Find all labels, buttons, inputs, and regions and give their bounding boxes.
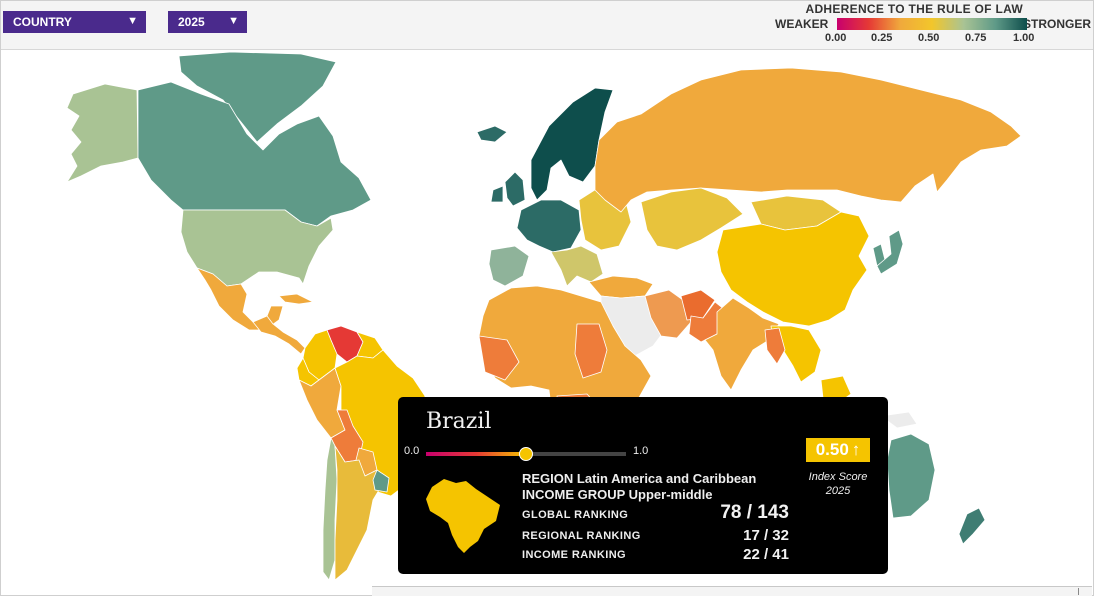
income-ranking-label: INCOME RANKING bbox=[522, 549, 626, 561]
country-greenland[interactable] bbox=[178, 51, 337, 143]
legend-tick: 0.50 bbox=[918, 32, 940, 44]
score-slider bbox=[426, 447, 626, 461]
country-tooltip: Brazil 0.0 1.0 0.50 ↑ Index Score 2025 R… bbox=[398, 397, 888, 574]
toolbar: COUNTRY ▼ 2025 ▼ ADHERENCE TO THE RULE O… bbox=[1, 1, 1093, 50]
country-mexico[interactable] bbox=[196, 267, 284, 331]
country-iceland[interactable] bbox=[476, 125, 508, 143]
country-turkey[interactable] bbox=[588, 275, 654, 299]
country-iberia[interactable] bbox=[488, 245, 530, 287]
regional-ranking-label: REGIONAL RANKING bbox=[522, 530, 641, 542]
slider-knob bbox=[519, 447, 533, 461]
country-chile[interactable] bbox=[322, 437, 338, 581]
legend-gradient-bar bbox=[837, 18, 1027, 30]
country-new-zealand[interactable] bbox=[958, 507, 986, 545]
index-score-value: 0.50 bbox=[815, 440, 849, 459]
caret-down-icon: ▼ bbox=[228, 15, 239, 27]
country-nordics[interactable] bbox=[530, 87, 614, 201]
country-west-africa[interactable] bbox=[478, 335, 520, 381]
country-myanmar[interactable] bbox=[764, 327, 786, 365]
country-dropdown-label: COUNTRY bbox=[13, 15, 72, 29]
scroll-end-icon bbox=[1078, 588, 1086, 595]
index-score-year: 2025 bbox=[825, 485, 851, 497]
country-central-america[interactable] bbox=[252, 315, 306, 355]
legend-tick: 0.75 bbox=[965, 32, 987, 44]
country-dropdown[interactable]: COUNTRY ▼ bbox=[3, 11, 146, 33]
country-cuba[interactable] bbox=[278, 293, 314, 305]
color-legend: ADHERENCE TO THE RULE OF LAW WEAKER STRO… bbox=[753, 1, 1093, 49]
tooltip-income-group: INCOME GROUP Upper-middle bbox=[522, 487, 713, 502]
legend-tick: 1.00 bbox=[1013, 32, 1035, 44]
legend-stronger-label: STRONGER bbox=[1022, 17, 1091, 31]
global-ranking-value: 78 / 143 bbox=[720, 502, 789, 523]
arrow-up-icon: ↑ bbox=[851, 440, 861, 459]
index-score-badge: 0.50 ↑ bbox=[806, 438, 870, 462]
country-japan[interactable] bbox=[876, 229, 904, 275]
country-africa-orange[interactable] bbox=[574, 323, 608, 379]
country-argentina[interactable] bbox=[334, 445, 386, 581]
country-papua-new-guinea[interactable] bbox=[880, 411, 918, 429]
legend-weaker-label: WEAKER bbox=[775, 17, 829, 31]
horizontal-scrollbar[interactable] bbox=[372, 586, 1092, 596]
regional-ranking-value: 17 / 32 bbox=[743, 527, 789, 544]
slider-max-label: 1.0 bbox=[633, 445, 649, 457]
country-afghanistan[interactable] bbox=[680, 289, 716, 321]
country-russia[interactable] bbox=[594, 67, 1022, 213]
slider-fill bbox=[426, 452, 526, 456]
index-score-caption: Index Score 2025 bbox=[794, 470, 882, 498]
legend-tick: 0.25 bbox=[871, 32, 893, 44]
slider-min-label: 0.0 bbox=[404, 445, 420, 457]
country-china[interactable] bbox=[716, 211, 870, 327]
country-uruguay[interactable] bbox=[372, 469, 390, 493]
tooltip-region: REGION Latin America and Caribbean bbox=[522, 471, 757, 486]
caret-down-icon: ▼ bbox=[127, 15, 138, 27]
country-west-europe[interactable] bbox=[516, 199, 582, 253]
global-ranking-label: GLOBAL RANKING bbox=[522, 509, 629, 521]
year-dropdown-label: 2025 bbox=[178, 15, 205, 29]
country-central-asia[interactable] bbox=[640, 187, 744, 251]
country-india[interactable] bbox=[704, 297, 780, 391]
legend-tick: 0.00 bbox=[825, 32, 847, 44]
income-ranking-value: 22 / 41 bbox=[743, 546, 789, 563]
country-iran[interactable] bbox=[644, 289, 692, 339]
country-australia[interactable] bbox=[886, 433, 936, 519]
country-shape-icon bbox=[426, 479, 500, 553]
tooltip-region-block: REGION Latin America and Caribbean INCOM… bbox=[522, 471, 756, 503]
year-dropdown[interactable]: 2025 ▼ bbox=[168, 11, 247, 33]
country-canada[interactable] bbox=[137, 81, 372, 227]
country-ireland[interactable] bbox=[490, 185, 504, 203]
legend-title: ADHERENCE TO THE RULE OF LAW bbox=[805, 2, 1023, 16]
tooltip-country-name: Brazil bbox=[426, 409, 492, 434]
country-italy-balkans[interactable] bbox=[550, 245, 604, 287]
country-alaska[interactable] bbox=[66, 83, 139, 183]
country-uk[interactable] bbox=[504, 171, 526, 207]
index-score-label: Index Score bbox=[808, 471, 868, 483]
